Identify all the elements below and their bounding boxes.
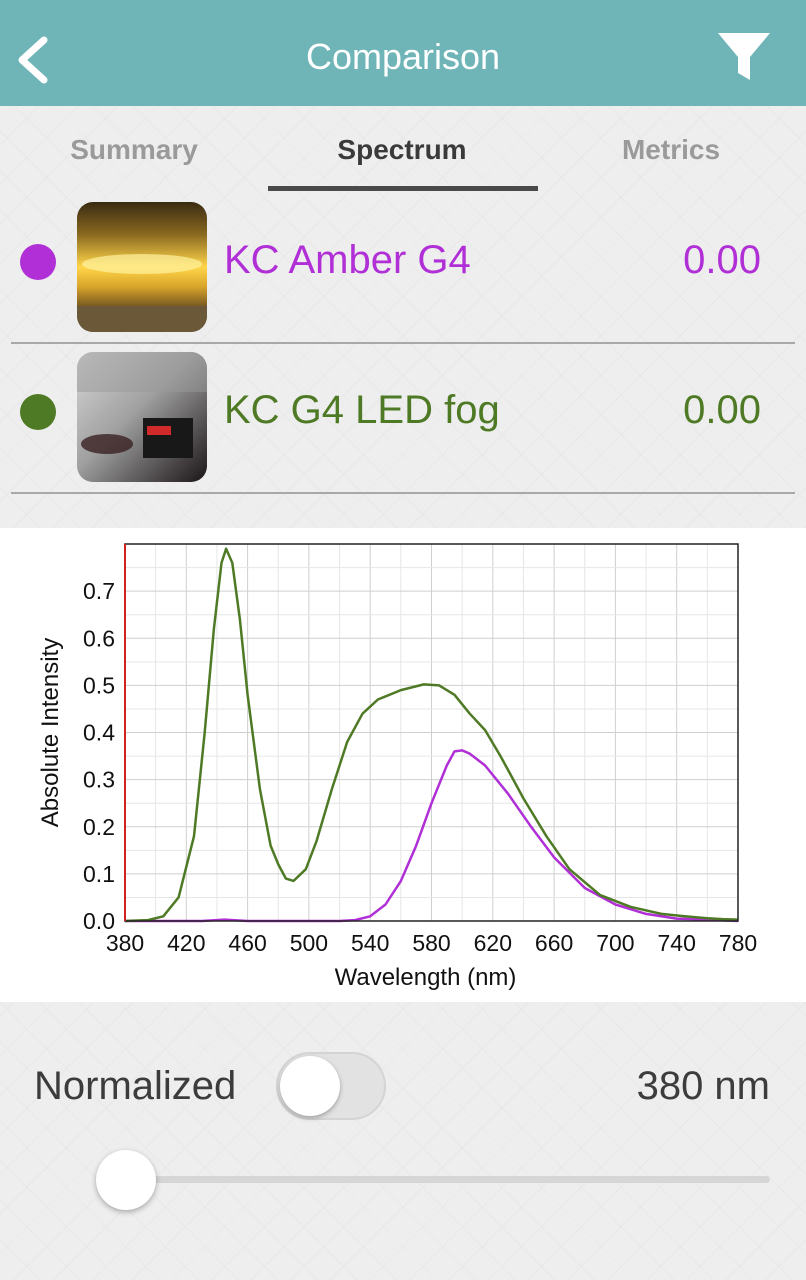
item-name: KC G4 LED fog xyxy=(224,388,500,432)
x-tick-label: 780 xyxy=(719,930,757,956)
wavelength-readout: 380 nm xyxy=(636,1064,770,1108)
series-line-1 xyxy=(124,547,739,923)
x-tick-label: 540 xyxy=(351,930,389,956)
y-tick-label: 0.3 xyxy=(83,767,115,793)
page-title: Comparison xyxy=(305,36,501,77)
y-axis-label: Absolute Intensity xyxy=(37,638,64,827)
y-tick-label: 0.5 xyxy=(83,672,115,698)
wavelength-slider-thumb[interactable] xyxy=(96,1150,156,1210)
x-tick-label: 580 xyxy=(412,930,450,956)
nav-bar: Comparison xyxy=(0,0,806,106)
y-tick-label: 0.1 xyxy=(83,861,115,887)
x-tick-label: 700 xyxy=(596,930,634,956)
x-tick-label: 460 xyxy=(228,930,266,956)
item-value: 0.00 xyxy=(683,388,761,432)
wavelength-slider-track[interactable] xyxy=(126,1176,770,1183)
list-item[interactable]: KC G4 LED fog 0.00 xyxy=(0,344,806,494)
tab-metrics[interactable]: Metrics xyxy=(621,134,721,165)
normalized-label: Normalized xyxy=(34,1064,237,1108)
x-tick-label: 620 xyxy=(474,930,512,956)
spectrum-chart-svg: 0.0 0.1 0.2 0.3 0.4 0.5 0.6 0.7 380 420 460 500 540… xyxy=(37,543,757,991)
y-tick-label: 0.4 xyxy=(83,720,115,746)
row-divider xyxy=(11,342,795,344)
normalized-toggle[interactable] xyxy=(276,1052,386,1120)
x-tick-label: 740 xyxy=(658,930,696,956)
x-tick-label: 500 xyxy=(290,930,328,956)
active-tab-indicator xyxy=(268,186,538,191)
x-tick-label: 660 xyxy=(535,930,573,956)
segment-tabs: Summary Spectrum Metrics xyxy=(0,106,806,194)
item-value: 0.00 xyxy=(683,238,761,282)
filter-icon[interactable] xyxy=(716,30,772,86)
list-item[interactable]: KC Amber G4 0.00 xyxy=(0,194,806,344)
series-color-dot xyxy=(20,244,56,280)
x-axis-label: Wavelength (nm) xyxy=(335,964,517,991)
spectrum-chart: 0.0 0.1 0.2 0.3 0.4 0.5 0.6 0.7 380 420 460 500 540… xyxy=(0,528,806,1002)
row-divider xyxy=(11,492,795,494)
thumbnail-image xyxy=(77,352,207,482)
toggle-knob xyxy=(280,1056,340,1116)
chevron-left-icon[interactable] xyxy=(14,36,54,84)
y-tick-label: 0.7 xyxy=(83,578,115,604)
item-name: KC Amber G4 xyxy=(224,238,471,282)
controls-panel: Normalized 380 nm xyxy=(0,1002,806,1280)
y-tick-label: 0.0 xyxy=(83,908,115,934)
x-tick-label: 380 xyxy=(106,930,144,956)
y-tick-label: 0.2 xyxy=(83,814,115,840)
tab-summary[interactable]: Summary xyxy=(70,134,198,165)
series-color-dot xyxy=(20,394,56,430)
thumbnail-image xyxy=(77,202,207,332)
y-tick-label: 0.6 xyxy=(83,625,115,651)
x-tick-label: 420 xyxy=(167,930,205,956)
tab-spectrum[interactable]: Spectrum xyxy=(337,134,467,165)
